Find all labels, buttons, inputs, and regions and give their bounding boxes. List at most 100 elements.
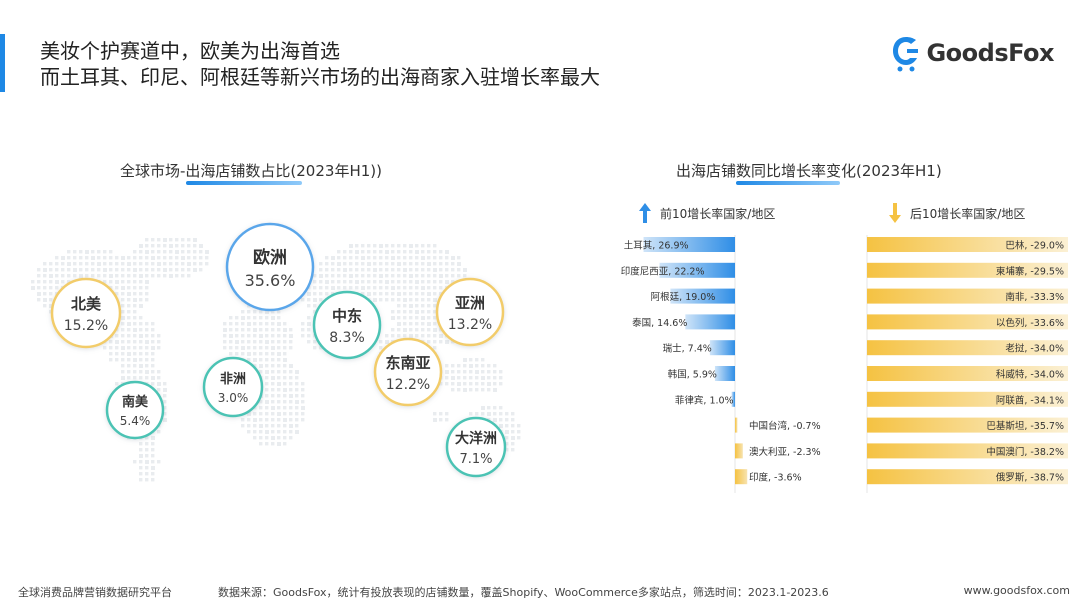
map-dot (469, 388, 473, 392)
map-dot (427, 262, 431, 266)
map-dot (385, 298, 389, 302)
map-dot (433, 286, 437, 290)
map-dot (439, 268, 443, 272)
map-dot (295, 418, 299, 422)
map-dot (397, 262, 401, 266)
map-dot (385, 256, 389, 260)
map-dot (157, 346, 161, 350)
map-dot (151, 364, 155, 368)
map-dot (409, 250, 413, 254)
map-dot (115, 352, 119, 356)
map-dot (127, 304, 131, 308)
footer-website[interactable]: www.goodsfox.com (963, 584, 1070, 597)
map-dot (31, 286, 35, 290)
map-dot (115, 256, 119, 260)
map-dot (145, 460, 149, 464)
map-dot (391, 292, 395, 296)
map-dot (403, 292, 407, 296)
map-dot (457, 370, 461, 374)
map-dot (283, 364, 287, 368)
map-dot (157, 334, 161, 338)
map-dot (127, 340, 131, 344)
map-dot (265, 394, 269, 398)
map-dot (271, 394, 275, 398)
region-bubble: 欧洲 35.6% (225, 222, 315, 312)
bar-row: 韩国, 5.9% (668, 366, 735, 381)
map-dot (433, 244, 437, 248)
map-dot (259, 310, 263, 314)
legend-top: 前10增长率国家/地区 (638, 202, 775, 224)
map-dot (151, 346, 155, 350)
map-dot (493, 376, 497, 380)
map-dot (259, 400, 263, 404)
map-dot (397, 322, 401, 326)
map-dot (241, 322, 245, 326)
map-dot (109, 250, 113, 254)
map-dot (271, 442, 275, 446)
map-dot (457, 364, 461, 368)
map-dot (355, 280, 359, 284)
positive-bar (709, 340, 735, 356)
map-dot (121, 268, 125, 272)
map-dot (127, 292, 131, 296)
map-dot (271, 340, 275, 344)
map-dot (415, 310, 419, 314)
map-dot (403, 250, 407, 254)
map-dot (175, 238, 179, 242)
bar-row: 阿根廷, 19.0% (651, 288, 735, 304)
map-dot (295, 424, 299, 428)
map-dot (337, 256, 341, 260)
map-dot (151, 454, 155, 458)
map-dot (259, 334, 263, 338)
map-dot (127, 274, 131, 278)
map-dot (73, 250, 77, 254)
map-dot (235, 352, 239, 356)
map-dot (409, 244, 413, 248)
bar-label: 泰国, 14.6% (632, 317, 687, 329)
map-dot (121, 316, 125, 320)
map-dot (157, 388, 161, 392)
map-dot (415, 250, 419, 254)
map-dot (343, 268, 347, 272)
map-dot (49, 274, 53, 278)
map-dot (283, 334, 287, 338)
map-dot (385, 334, 389, 338)
legend-bottom-label: 后10增长率国家/地区 (910, 206, 1026, 221)
map-dot (409, 268, 413, 272)
logo-text: GoodsFox (926, 39, 1054, 67)
map-dot (409, 304, 413, 308)
map-dot (427, 340, 431, 344)
map-dot (379, 298, 383, 302)
map-dot (193, 244, 197, 248)
map-dot (337, 280, 341, 284)
map-dot (403, 334, 407, 338)
map-dot (265, 406, 269, 410)
map-dot (163, 382, 167, 386)
map-dot (487, 382, 491, 386)
bar-row: 科威特, -34.0% (867, 366, 1068, 381)
map-dot (493, 370, 497, 374)
map-dot (409, 280, 413, 284)
map-dot (229, 352, 233, 356)
map-dot (313, 280, 317, 284)
map-dot (367, 280, 371, 284)
map-dot (139, 340, 143, 344)
map-dot (145, 370, 149, 374)
map-dot (145, 286, 149, 290)
map-dot (271, 418, 275, 422)
map-dot (481, 382, 485, 386)
map-dot (433, 280, 437, 284)
bar-label: 以色列, -33.6% (996, 317, 1064, 329)
map-dot (277, 316, 281, 320)
map-dot (109, 358, 113, 362)
map-dot (283, 430, 287, 434)
negative-bar (867, 417, 1068, 433)
map-dot (145, 436, 149, 440)
footer-platform: 全球消费品牌营销数据研究平台 (18, 586, 172, 599)
map-dot (409, 334, 413, 338)
map-dot (505, 436, 509, 440)
map-dot (313, 298, 317, 302)
map-dot (319, 346, 323, 350)
map-dot (283, 322, 287, 326)
map-dot (163, 394, 167, 398)
